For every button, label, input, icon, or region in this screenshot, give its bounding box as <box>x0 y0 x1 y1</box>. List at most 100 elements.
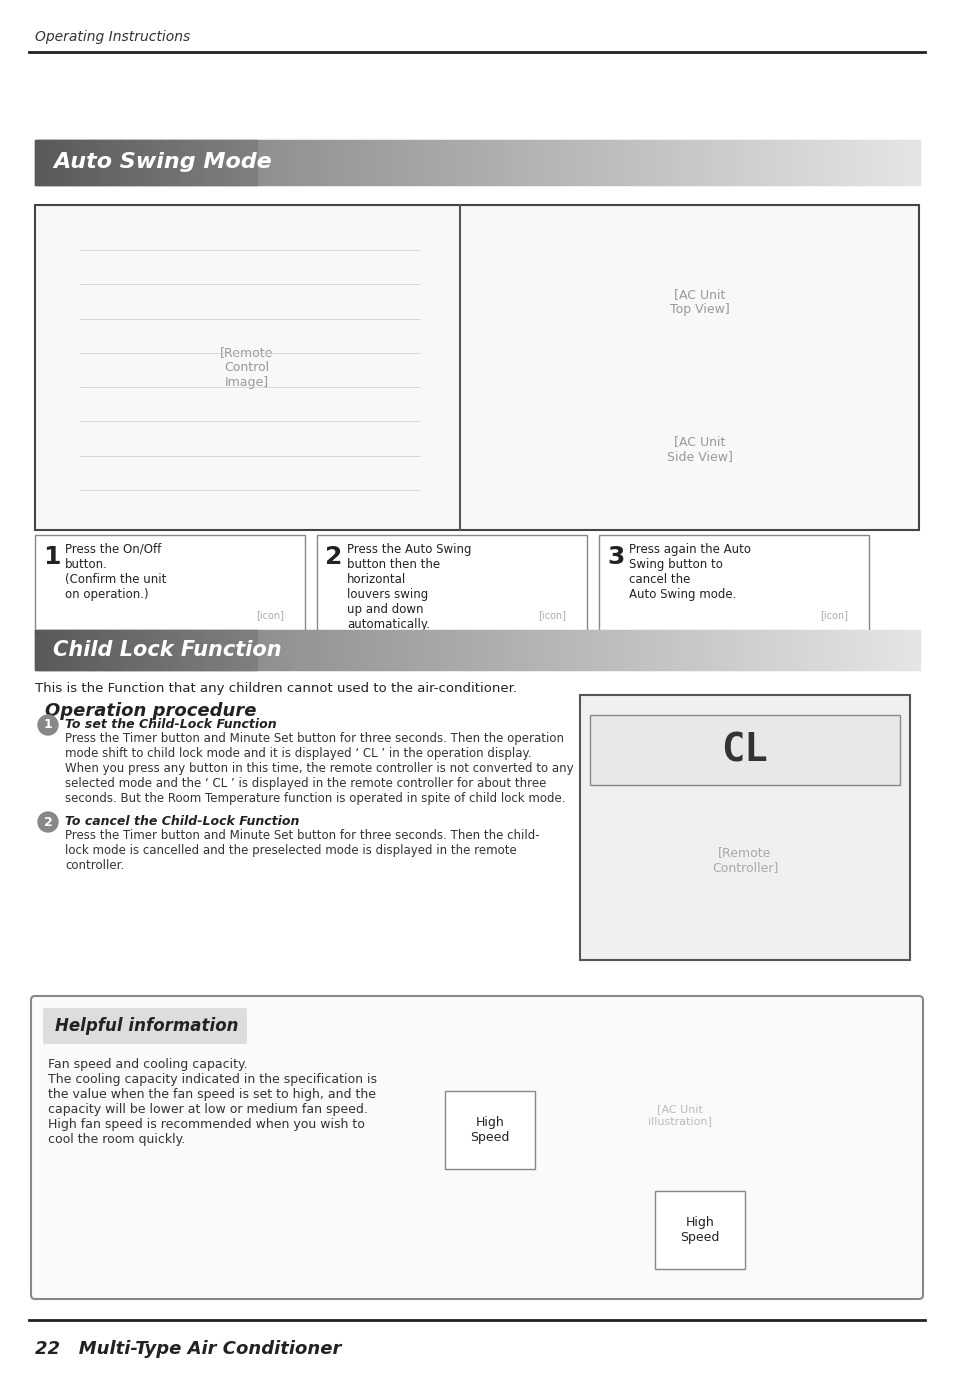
Bar <box>87 630 91 671</box>
Bar <box>679 140 685 185</box>
Bar <box>556 140 561 185</box>
Bar <box>507 630 513 671</box>
Bar <box>807 140 813 185</box>
Bar <box>282 630 288 671</box>
Bar <box>498 140 504 185</box>
Bar <box>50 140 54 185</box>
Bar <box>295 140 301 185</box>
Bar <box>609 140 615 185</box>
Text: To cancel the Child-Lock Function: To cancel the Child-Lock Function <box>65 815 299 827</box>
Bar <box>269 630 274 671</box>
Bar <box>255 140 261 185</box>
Bar <box>723 630 729 671</box>
Bar <box>136 630 142 671</box>
Bar <box>733 630 738 671</box>
Bar <box>582 630 588 671</box>
Bar <box>419 140 424 185</box>
Bar <box>304 140 310 185</box>
Bar <box>803 630 809 671</box>
Bar <box>131 630 135 671</box>
Bar <box>525 140 531 185</box>
Bar <box>331 630 336 671</box>
Bar <box>495 630 499 671</box>
Bar <box>35 630 40 671</box>
Bar <box>245 140 250 185</box>
Bar <box>839 630 844 671</box>
Bar <box>415 140 420 185</box>
Bar <box>79 140 85 185</box>
Bar <box>675 140 680 185</box>
Bar <box>152 630 157 671</box>
Bar <box>688 630 694 671</box>
Bar <box>649 630 654 671</box>
Bar <box>741 140 747 185</box>
Bar <box>706 140 712 185</box>
Bar <box>149 630 153 671</box>
Bar <box>552 630 557 671</box>
Bar <box>781 630 786 671</box>
Bar <box>538 140 544 185</box>
Bar <box>190 630 195 671</box>
Bar <box>168 140 172 185</box>
Bar <box>777 140 782 185</box>
Bar <box>825 630 831 671</box>
Bar <box>768 140 773 185</box>
Bar <box>869 140 875 185</box>
Bar <box>503 630 508 671</box>
Bar <box>481 140 486 185</box>
Bar <box>146 630 151 671</box>
Bar <box>600 630 605 671</box>
Bar <box>176 140 182 185</box>
Bar <box>852 140 857 185</box>
Bar <box>574 140 579 185</box>
Bar <box>203 630 208 671</box>
Bar <box>57 140 62 185</box>
Bar <box>260 630 266 671</box>
Bar <box>128 630 133 671</box>
Text: CL: CL <box>720 731 767 769</box>
Bar <box>230 140 234 185</box>
Bar <box>61 140 66 185</box>
Bar <box>252 140 256 185</box>
Bar <box>698 140 702 185</box>
Bar <box>57 630 63 671</box>
Bar <box>134 630 139 671</box>
Bar <box>242 630 248 671</box>
Bar <box>49 630 53 671</box>
Bar <box>197 140 201 185</box>
Bar <box>127 630 132 671</box>
Text: [Remote
Controller]: [Remote Controller] <box>711 846 778 874</box>
Circle shape <box>38 715 58 735</box>
Bar <box>193 140 198 185</box>
Bar <box>679 630 685 671</box>
Bar <box>830 630 835 671</box>
Bar <box>164 630 169 671</box>
Bar <box>909 630 915 671</box>
Bar <box>335 630 340 671</box>
Bar <box>225 630 231 671</box>
Bar <box>84 630 89 671</box>
Bar <box>517 140 521 185</box>
Text: 2: 2 <box>325 545 342 568</box>
Bar <box>186 630 191 671</box>
Bar <box>335 140 340 185</box>
Bar <box>428 140 434 185</box>
Bar <box>74 630 80 671</box>
Bar <box>433 140 437 185</box>
Bar <box>134 140 139 185</box>
Bar <box>353 140 358 185</box>
Bar <box>42 140 47 185</box>
Bar <box>53 140 58 185</box>
Bar <box>821 630 826 671</box>
Bar <box>182 140 187 185</box>
Bar <box>495 140 499 185</box>
Bar <box>309 630 314 671</box>
Bar <box>146 630 150 671</box>
Bar <box>105 630 110 671</box>
Bar <box>662 630 667 671</box>
Bar <box>152 140 157 185</box>
Bar <box>212 630 216 671</box>
Text: Operation procedure: Operation procedure <box>45 701 256 720</box>
Bar <box>684 140 689 185</box>
Bar <box>587 140 593 185</box>
